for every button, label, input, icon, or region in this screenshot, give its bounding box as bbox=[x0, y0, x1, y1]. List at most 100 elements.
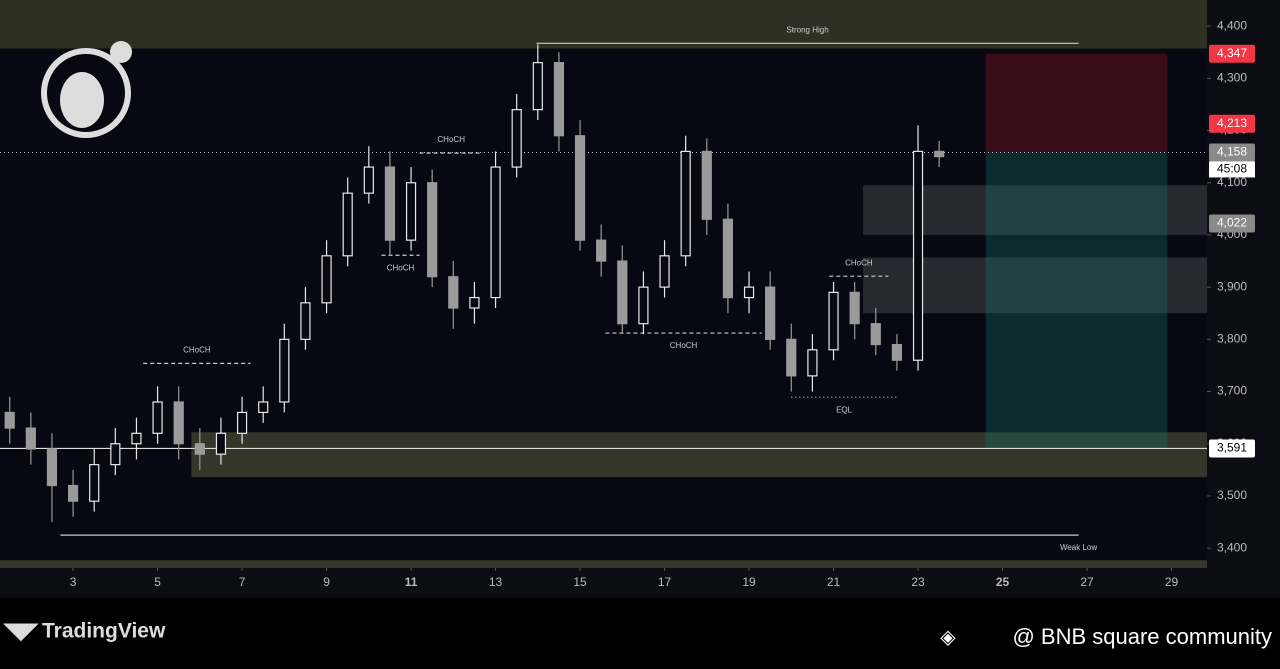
candle-body bbox=[870, 323, 881, 346]
candle-body bbox=[384, 166, 396, 241]
candle-body bbox=[110, 443, 121, 466]
candle-body bbox=[743, 286, 755, 299]
candle-body bbox=[934, 150, 945, 158]
x-tick-label: 15 bbox=[573, 575, 587, 589]
candle-body bbox=[807, 349, 818, 377]
price-axis-bg bbox=[1207, 0, 1280, 598]
candle-body bbox=[131, 432, 142, 445]
level-label: Strong High bbox=[786, 25, 828, 34]
candle-body bbox=[258, 401, 269, 414]
candle-body bbox=[891, 343, 903, 361]
candle-body bbox=[596, 239, 607, 262]
price-tag bbox=[1209, 214, 1255, 233]
candle-body bbox=[173, 401, 184, 445]
x-tick-label: 17 bbox=[658, 575, 672, 589]
price-tag-label: 4,213 bbox=[1217, 116, 1247, 130]
candle-body bbox=[912, 150, 924, 361]
candle-body bbox=[828, 291, 839, 351]
level-label: CHoCH bbox=[845, 258, 873, 267]
level-label: CHoCH bbox=[183, 345, 211, 354]
price-tag-label: 3,591 bbox=[1217, 441, 1247, 455]
candle-body bbox=[786, 338, 797, 377]
y-tick-label: 3,900 bbox=[1217, 279, 1247, 293]
level-label: CHoCH bbox=[670, 341, 698, 350]
candle-body bbox=[236, 411, 248, 434]
price-tag bbox=[1209, 143, 1255, 162]
level-label: EQL bbox=[836, 405, 853, 414]
level-label: CHoCH bbox=[437, 135, 465, 144]
zone bbox=[985, 53, 1168, 153]
candle-body bbox=[427, 182, 438, 278]
candle-body bbox=[680, 150, 691, 257]
zone bbox=[0, 0, 1207, 49]
candle-body bbox=[194, 443, 205, 455]
y-tick-label: 3,400 bbox=[1217, 540, 1247, 554]
level-label: CHoCH bbox=[387, 263, 415, 272]
x-tick-label: 9 bbox=[323, 575, 330, 589]
candle-body bbox=[701, 150, 712, 220]
price-tag bbox=[1209, 44, 1255, 63]
plot: 3,4003,5003,6003,7003,8003,9004,0004,100… bbox=[0, 18, 1255, 589]
candle-body bbox=[849, 291, 860, 325]
y-tick-label: 3,500 bbox=[1217, 488, 1247, 502]
candle-body bbox=[152, 401, 163, 434]
x-tick-label: 7 bbox=[239, 575, 246, 589]
candle-body bbox=[300, 302, 311, 340]
candle-body bbox=[4, 411, 15, 429]
credit-icon: ◈ bbox=[940, 626, 956, 648]
x-tick-label: 19 bbox=[742, 575, 756, 589]
price-tag bbox=[1209, 439, 1255, 458]
time-axis-bg bbox=[0, 568, 1207, 598]
price-tag-label: 4,347 bbox=[1217, 46, 1247, 60]
price-tag-label: 4,022 bbox=[1217, 216, 1247, 230]
y-tick-label: 4,400 bbox=[1217, 18, 1247, 32]
x-tick-label: 5 bbox=[154, 575, 161, 589]
candle-body bbox=[469, 296, 480, 309]
countdown: 45:08 bbox=[1217, 162, 1247, 176]
price-tag bbox=[1209, 114, 1255, 133]
credit: @ BNB square community bbox=[1012, 624, 1272, 649]
candle-body bbox=[321, 255, 332, 304]
candle-body bbox=[532, 62, 543, 111]
y-tick-label: 4,100 bbox=[1217, 175, 1247, 189]
y-tick-label: 3,800 bbox=[1217, 332, 1247, 346]
candle-body bbox=[722, 218, 734, 299]
candle-body bbox=[279, 338, 290, 403]
level-label: Weak Low bbox=[1060, 543, 1097, 552]
footer: ◥◤ TradingView @ BNB square community ◈ bbox=[3, 618, 1272, 649]
x-tick-label: 3 bbox=[70, 575, 77, 589]
candle-body bbox=[574, 135, 586, 241]
x-tick-label: 11 bbox=[405, 575, 418, 589]
candle-body bbox=[89, 464, 100, 502]
x-tick-label: 29 bbox=[1165, 575, 1179, 589]
candle-body bbox=[405, 182, 417, 241]
candle-body bbox=[511, 109, 522, 168]
candle-body bbox=[448, 276, 459, 309]
candle-body bbox=[617, 260, 628, 325]
x-tick-label: 13 bbox=[489, 575, 503, 589]
zone bbox=[985, 152, 1168, 449]
candle-body bbox=[215, 432, 227, 455]
brand-mark: ◥◤ bbox=[3, 618, 39, 643]
y-tick-label: 3,700 bbox=[1217, 384, 1247, 398]
candle-body bbox=[490, 166, 501, 299]
x-tick-label: 25 bbox=[996, 575, 1010, 589]
candle-body bbox=[363, 166, 374, 194]
price-tag-label: 4,158 bbox=[1217, 145, 1247, 159]
zone bbox=[191, 432, 1208, 478]
candle-body bbox=[765, 286, 776, 340]
x-tick-label: 21 bbox=[827, 575, 841, 589]
x-tick-label: 23 bbox=[911, 575, 925, 589]
candle-body bbox=[46, 448, 58, 487]
x-tick-label: 27 bbox=[1080, 575, 1094, 589]
logo bbox=[41, 41, 132, 138]
candle-body bbox=[67, 484, 79, 502]
candle-body bbox=[638, 286, 649, 325]
candle-body bbox=[342, 192, 353, 257]
candle-body bbox=[659, 255, 670, 288]
y-tick-label: 4,300 bbox=[1217, 70, 1247, 84]
candle-body bbox=[553, 62, 565, 137]
brand: TradingView bbox=[42, 620, 166, 643]
